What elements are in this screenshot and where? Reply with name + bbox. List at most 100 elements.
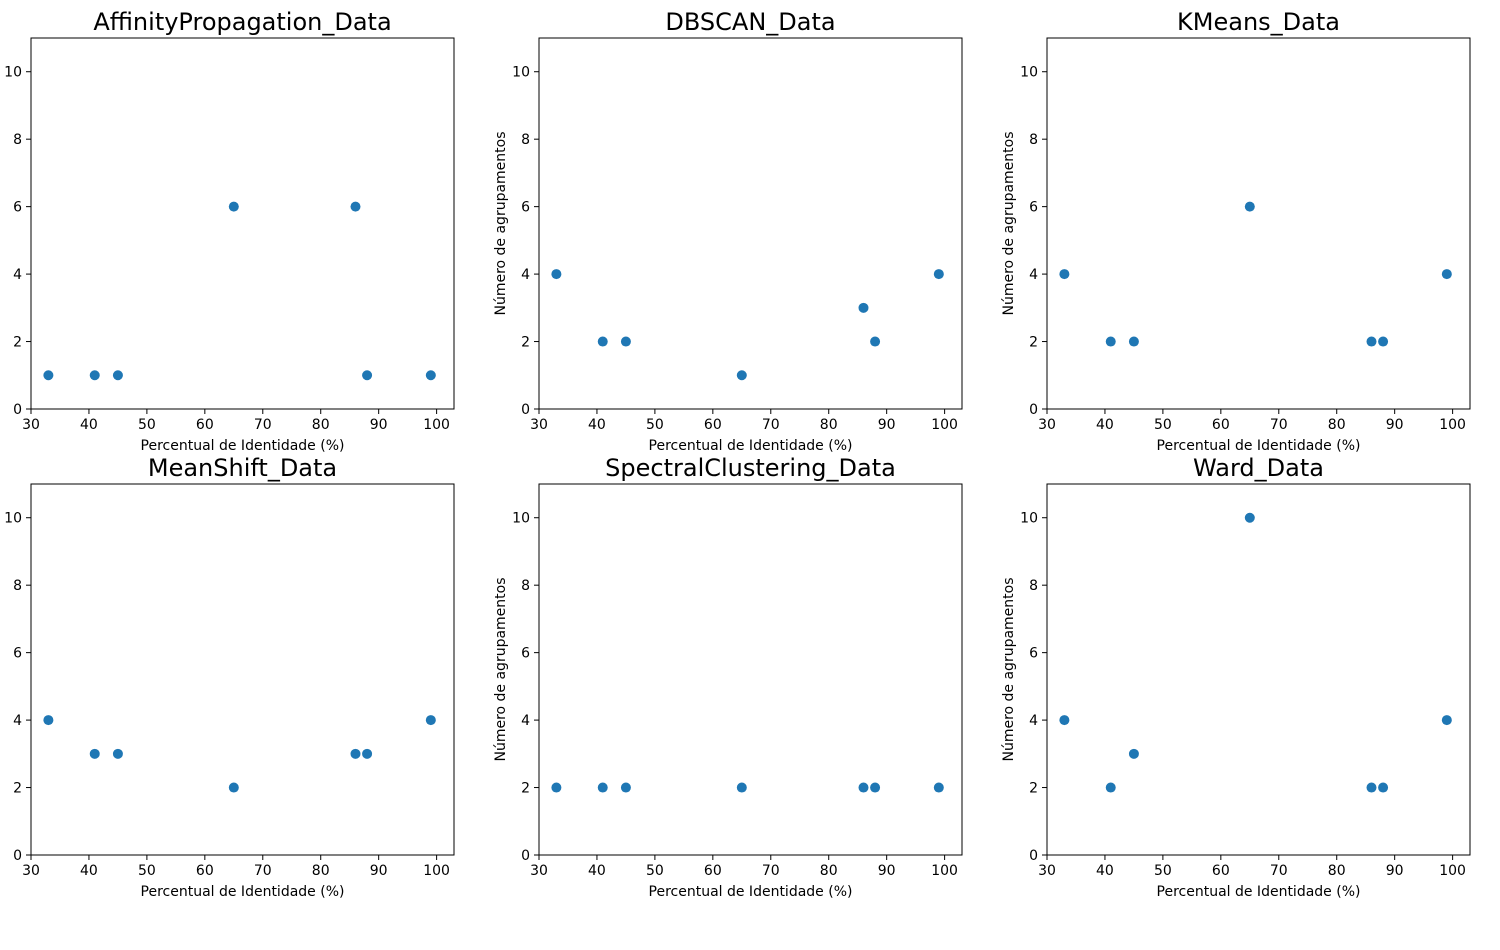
data-point [89, 748, 100, 759]
x-tick-label: 90 [878, 417, 896, 433]
y-tick-label: 4 [521, 713, 530, 729]
data-point [1128, 748, 1139, 759]
y-tick-label: 4 [13, 267, 22, 283]
x-axis-label: Percentual de Identidade (%) [649, 884, 853, 900]
subplot-6: Ward_Data 30 40 50 60 70 80 90 100 0 2 4 6 8 10 Percent… [1001, 454, 1471, 900]
data-point [228, 201, 239, 212]
y-axis-label: Número de agrupamentos [493, 577, 509, 761]
data-point [620, 782, 631, 793]
y-tick-label: 4 [1029, 267, 1038, 283]
data-point [551, 269, 562, 280]
x-tick-label: 70 [1270, 863, 1288, 879]
y-tick-label: 10 [1020, 511, 1038, 527]
x-tick-label: 50 [1154, 863, 1172, 879]
data-point [870, 782, 881, 793]
x-tick-label: 70 [762, 417, 780, 433]
y-tick-label: 10 [512, 65, 530, 81]
x-axis-label: Percentual de Identidade (%) [141, 438, 345, 454]
y-axis-label: Número de agrupamentos [1001, 577, 1017, 761]
x-tick-label: 60 [196, 863, 214, 879]
data-point [89, 370, 100, 381]
x-tick-label: 40 [588, 417, 606, 433]
data-point [1128, 336, 1139, 347]
x-tick-label: 90 [1386, 863, 1404, 879]
y-tick-label: 6 [1029, 646, 1038, 662]
y-tick-label: 8 [1029, 578, 1038, 594]
x-tick-label: 60 [1212, 417, 1230, 433]
x-tick-label: 30 [1038, 417, 1056, 433]
y-tick-label: 10 [512, 511, 530, 527]
data-point [1366, 336, 1377, 347]
y-tick-label: 8 [13, 132, 22, 148]
x-tick-label: 80 [1328, 863, 1346, 879]
y-tick-label: 10 [1020, 65, 1038, 81]
subplot-title: DBSCAN_Data [665, 8, 835, 36]
data-point [1378, 782, 1389, 793]
x-tick-label: 90 [1386, 417, 1404, 433]
x-tick-label: 90 [370, 417, 388, 433]
x-tick-label: 70 [254, 417, 272, 433]
x-tick-label: 30 [22, 863, 40, 879]
x-axis-label: Percentual de Identidade (%) [1157, 884, 1361, 900]
y-tick-label: 10 [4, 511, 22, 527]
data-point [1105, 336, 1116, 347]
data-point [620, 336, 631, 347]
y-axis-label: Número de agrupamentos [493, 131, 509, 315]
y-tick-label: 0 [521, 402, 530, 418]
y-tick-label: 10 [4, 65, 22, 81]
x-tick-label: 50 [138, 863, 156, 879]
subplot-title: MeanShift_Data [148, 454, 337, 482]
y-tick-label: 6 [13, 646, 22, 662]
data-point [858, 782, 869, 793]
data-point [1366, 782, 1377, 793]
data-point [43, 715, 54, 726]
x-tick-label: 60 [704, 863, 722, 879]
axes-frame [538, 483, 963, 856]
y-tick-label: 2 [13, 781, 22, 797]
y-tick-label: 4 [13, 713, 22, 729]
x-tick-label: 80 [820, 863, 838, 879]
subplot-title: AffinityPropagation_Data [93, 8, 391, 36]
y-tick-label: 0 [1029, 402, 1038, 418]
axes-frame [1046, 37, 1471, 410]
subplot-2: DBSCAN_Data 30 40 50 60 70 80 90 100 0 2 4 6 8 10 Perce… [493, 8, 963, 454]
subplot-3: KMeans_Data 30 40 50 60 70 80 90 100 0 2 4 6 8 10 Perce… [1001, 8, 1471, 454]
data-point [1441, 269, 1452, 280]
axes-frame [30, 37, 455, 410]
y-tick-label: 4 [1029, 713, 1038, 729]
data-point [362, 370, 373, 381]
x-tick-label: 40 [588, 863, 606, 879]
y-tick-label: 8 [1029, 132, 1038, 148]
data-point [1105, 782, 1116, 793]
x-tick-label: 70 [1270, 417, 1288, 433]
x-tick-label: 60 [1212, 863, 1230, 879]
x-tick-label: 50 [646, 863, 664, 879]
x-tick-label: 100 [423, 417, 450, 433]
x-tick-label: 50 [1154, 417, 1172, 433]
x-tick-label: 60 [704, 417, 722, 433]
data-point [736, 782, 747, 793]
data-point [1059, 715, 1070, 726]
x-tick-label: 90 [370, 863, 388, 879]
subplot-title: Ward_Data [1193, 454, 1324, 482]
data-point [1244, 512, 1255, 523]
data-point [597, 336, 608, 347]
data-point [1059, 269, 1070, 280]
data-point [551, 782, 562, 793]
y-tick-label: 6 [521, 200, 530, 216]
data-point [112, 370, 123, 381]
x-axis-label: Percentual de Identidade (%) [1157, 438, 1361, 454]
data-point [933, 269, 944, 280]
x-tick-label: 40 [1096, 417, 1114, 433]
y-tick-label: 6 [13, 200, 22, 216]
y-tick-label: 2 [521, 781, 530, 797]
y-tick-label: 8 [521, 578, 530, 594]
data-point [350, 748, 361, 759]
data-point [425, 715, 436, 726]
y-tick-label: 0 [13, 848, 22, 864]
x-tick-label: 30 [530, 417, 548, 433]
